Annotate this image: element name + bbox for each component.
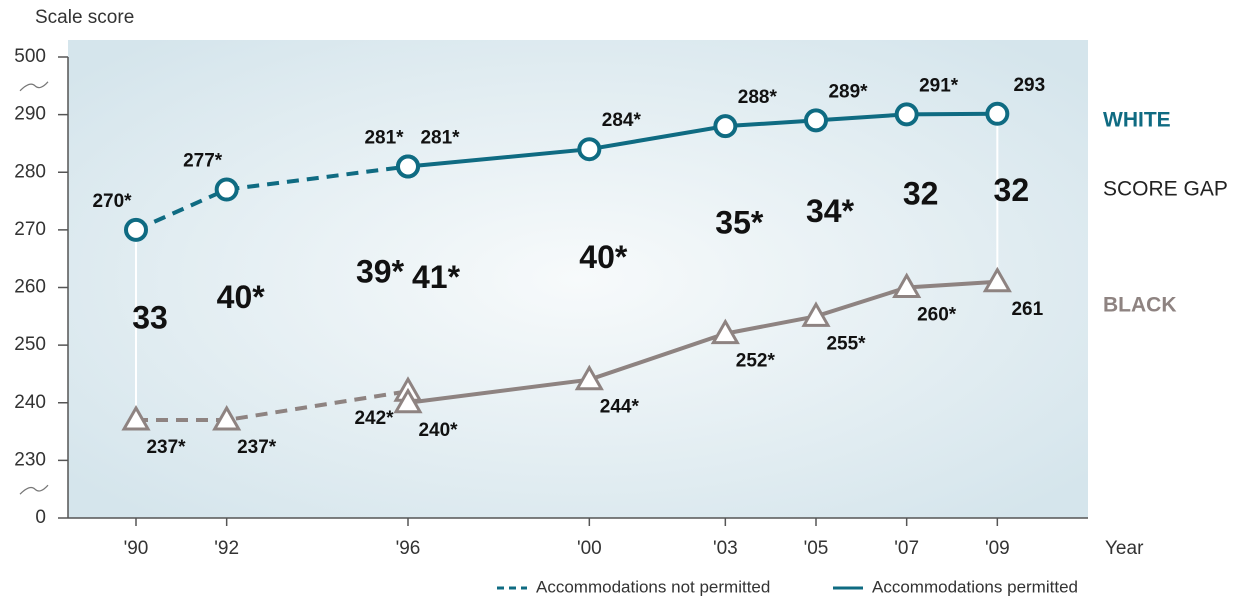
series-name: WHITE <box>1103 108 1171 131</box>
point <box>393 387 423 414</box>
value-label: 289* <box>828 81 868 102</box>
point <box>574 364 604 391</box>
axis-break <box>19 484 49 495</box>
y-tick-label: 260 <box>14 277 46 298</box>
x-tick-label: '00 <box>577 538 602 559</box>
value-label: 284* <box>602 110 642 131</box>
y-tick-label: 270 <box>14 219 46 240</box>
y-tick-label: 0 <box>35 507 46 528</box>
point <box>396 154 420 179</box>
value-label: 291* <box>919 75 959 96</box>
value-label: 261 <box>1011 299 1043 320</box>
point <box>214 177 239 202</box>
x-tick-label: '96 <box>396 538 421 559</box>
value-label: 237* <box>146 437 186 458</box>
point <box>124 217 148 242</box>
point <box>212 405 242 431</box>
series-line <box>407 279 998 405</box>
value-label: 237* <box>237 437 277 458</box>
y-tick-label: 240 <box>14 392 46 413</box>
point <box>894 102 919 127</box>
x-tick-label: '92 <box>214 538 239 559</box>
x-tick-label: '90 <box>124 538 149 559</box>
value-label: 242* <box>354 408 394 429</box>
score-gap: 35* <box>715 204 764 240</box>
value-label: 255* <box>826 333 866 354</box>
value-label: 244* <box>600 397 640 418</box>
value-label: 281* <box>364 128 404 149</box>
point <box>121 405 151 431</box>
axis-break <box>19 81 49 92</box>
score-gap: 32 <box>903 175 939 211</box>
score-gap: 39* <box>356 253 405 289</box>
series-line <box>135 164 409 232</box>
x-tick-label: '03 <box>713 538 738 559</box>
y-tick-label: 250 <box>14 334 46 355</box>
series-name: BLACK <box>1103 293 1177 316</box>
y-axis-label: Scale score <box>35 7 134 28</box>
value-label: 277* <box>183 151 223 172</box>
x-tick-label: '05 <box>804 538 829 559</box>
y-tick-label: 290 <box>14 104 46 125</box>
point <box>804 108 828 133</box>
value-label: 252* <box>736 351 776 372</box>
score-gap: 40* <box>579 239 628 275</box>
value-label: 288* <box>738 87 778 108</box>
x-tick-label: '07 <box>894 538 919 559</box>
series-line <box>407 111 998 169</box>
value-label: 281* <box>420 128 460 149</box>
point <box>985 101 1010 126</box>
score-gap: 34* <box>806 193 855 229</box>
score-gap: 33 <box>132 299 168 335</box>
point <box>801 301 831 327</box>
score-gap: 32 <box>994 172 1030 208</box>
y-tick-label: 280 <box>14 161 46 182</box>
value-label: 293 <box>1013 75 1045 96</box>
point <box>710 318 740 345</box>
point <box>892 272 922 298</box>
value-label: 270* <box>92 191 132 212</box>
score-gap: 41* <box>412 259 461 295</box>
point <box>577 137 602 162</box>
plot-background <box>68 40 1088 518</box>
x-tick-label: '09 <box>985 538 1010 559</box>
value-label: 240* <box>418 420 458 441</box>
score-gap: 40* <box>217 279 266 315</box>
point <box>982 266 1012 293</box>
x-axis-label: Year <box>1105 538 1144 559</box>
point <box>713 114 738 139</box>
y-tick-label: 500 <box>14 46 46 67</box>
value-label: 260* <box>917 305 957 326</box>
score-gap-label: SCORE GAP <box>1103 178 1228 201</box>
legend-label: Accommodations permitted <box>872 577 1078 596</box>
y-tick-label: 230 <box>14 449 46 470</box>
legend-label: Accommodations not permitted <box>536 577 770 596</box>
